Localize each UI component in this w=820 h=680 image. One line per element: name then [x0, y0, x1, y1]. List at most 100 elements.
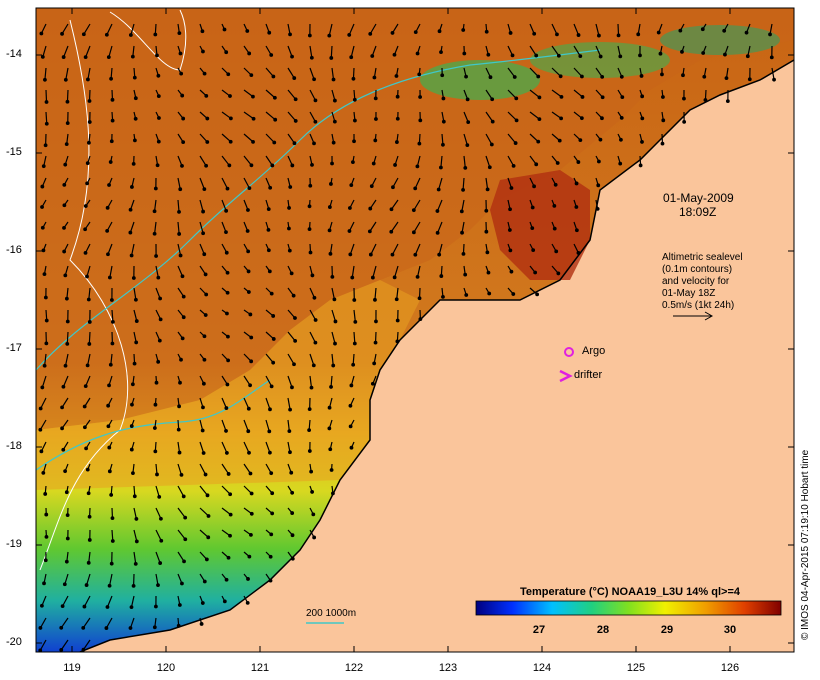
- velocity-arrowhead: [228, 116, 233, 121]
- velocity-arrowhead: [85, 467, 90, 472]
- velocity-arrowhead: [271, 337, 276, 341]
- velocity-arrowhead: [86, 140, 91, 145]
- velocity-arrowhead: [40, 205, 44, 209]
- velocity-arrowhead: [202, 579, 207, 584]
- velocity-arrowhead: [461, 28, 466, 32]
- velocity-arrowhead: [85, 181, 90, 186]
- velocity-arrowhead: [201, 209, 205, 214]
- velocity-arrowhead: [307, 449, 312, 453]
- velocity-arrowhead: [660, 72, 664, 77]
- velocity-arrowhead: [619, 74, 624, 79]
- velocity-arrowhead: [660, 141, 665, 146]
- velocity-arrowhead: [44, 121, 49, 126]
- velocity-arrowhead: [395, 116, 400, 121]
- velocity-arrow: [507, 133, 517, 144]
- velocity-arrowhead: [44, 512, 49, 517]
- velocity-arrowhead: [200, 428, 205, 433]
- velocity-arrowhead: [618, 54, 623, 59]
- velocity-arrowhead: [201, 405, 205, 410]
- axis-ticks: [36, 8, 794, 652]
- altimetry-note-line: and velocity for: [662, 276, 730, 287]
- velocity-arrowhead: [772, 77, 776, 82]
- velocity-arrowhead: [63, 77, 68, 82]
- velocity-arrowhead: [490, 119, 495, 124]
- velocity-arrow: [130, 595, 135, 608]
- velocity-arrowhead: [203, 472, 208, 477]
- velocity-arrow: [353, 331, 356, 344]
- velocity-arrowhead: [352, 139, 356, 144]
- velocity-arrowhead: [40, 603, 44, 608]
- velocity-arrowhead: [41, 248, 46, 253]
- velocity-arrowhead: [152, 231, 157, 236]
- velocity-arrowhead: [177, 450, 182, 455]
- sst-hot-patch: [490, 170, 590, 280]
- velocity-arrowhead: [511, 292, 516, 296]
- velocity-arrow: [177, 529, 186, 540]
- velocity-arrowhead: [201, 49, 205, 54]
- velocity-arrowhead: [288, 450, 292, 455]
- velocity-arrow: [133, 287, 137, 300]
- velocity-arrowhead: [268, 578, 273, 583]
- drifter-marker-icon: [559, 369, 573, 383]
- velocity-arrow: [66, 331, 69, 344]
- velocity-arrowhead: [681, 73, 685, 78]
- velocity-arrow: [436, 199, 443, 212]
- velocity-arrowhead: [459, 209, 464, 214]
- velocity-arrowhead: [348, 252, 353, 257]
- velocity-arrowhead: [370, 381, 375, 386]
- velocity-arrowhead: [204, 557, 209, 562]
- velocity-arrow: [63, 45, 69, 58]
- velocity-arrowhead: [369, 184, 374, 189]
- velocity-arrowhead: [182, 559, 186, 564]
- velocity-arrowhead: [576, 251, 581, 255]
- velocity-arrowhead: [249, 491, 254, 496]
- velocity-arrow: [462, 177, 465, 190]
- velocity-arrow: [39, 639, 47, 651]
- velocity-arrowhead: [246, 249, 251, 254]
- velocity-arrowhead: [181, 494, 186, 499]
- velocity-arrowhead: [415, 275, 420, 279]
- colorbar-tick: 28: [596, 624, 610, 636]
- velocity-arrowhead: [597, 33, 601, 38]
- velocity-arrowhead: [62, 582, 67, 587]
- velocity-arrowhead: [678, 28, 683, 33]
- velocity-arrowhead: [487, 165, 492, 170]
- lat-tick-label: -15: [6, 146, 22, 158]
- velocity-arrowhead: [636, 32, 641, 37]
- velocity-arrowhead: [312, 295, 317, 300]
- velocity-arrow: [40, 397, 47, 409]
- velocity-arrowhead: [328, 447, 333, 452]
- velocity-arrowhead: [725, 99, 730, 104]
- velocity-arrow: [60, 639, 69, 651]
- velocity-arrowhead: [224, 429, 228, 433]
- velocity-arrowhead: [247, 450, 251, 455]
- velocity-arrowhead: [556, 53, 561, 58]
- velocity-arrowhead: [60, 604, 65, 609]
- velocity-arrowhead: [329, 385, 333, 389]
- velocity-arrowhead: [64, 559, 69, 564]
- velocity-arrowhead: [222, 599, 227, 604]
- velocity-arrow: [66, 89, 69, 102]
- velocity-arrowhead: [534, 162, 539, 167]
- velocity-arrowhead: [129, 253, 134, 258]
- velocity-arrowhead: [309, 385, 314, 390]
- velocity-arrow: [265, 397, 271, 410]
- velocity-arrowhead: [65, 319, 70, 324]
- velocity-arrowhead: [224, 451, 229, 455]
- velocity-arrow: [414, 243, 421, 256]
- velocity-arrowhead: [206, 535, 211, 540]
- velocity-arrowhead: [530, 205, 535, 210]
- velocity-arrowhead: [307, 428, 312, 433]
- velocity-arrow: [87, 353, 91, 366]
- velocity-arrowhead: [272, 140, 277, 145]
- velocity-arrow: [331, 67, 335, 80]
- velocity-arrow: [265, 133, 275, 143]
- velocity-arrowhead: [509, 186, 514, 190]
- velocity-arrowhead: [65, 121, 70, 126]
- velocity-arrowhead: [65, 513, 70, 518]
- velocity-arrowhead: [130, 402, 134, 407]
- velocity-arrowhead: [109, 493, 114, 497]
- velocity-arrowhead: [440, 73, 445, 78]
- velocity-arrowhead: [415, 164, 420, 169]
- velocity-arrow: [394, 265, 399, 278]
